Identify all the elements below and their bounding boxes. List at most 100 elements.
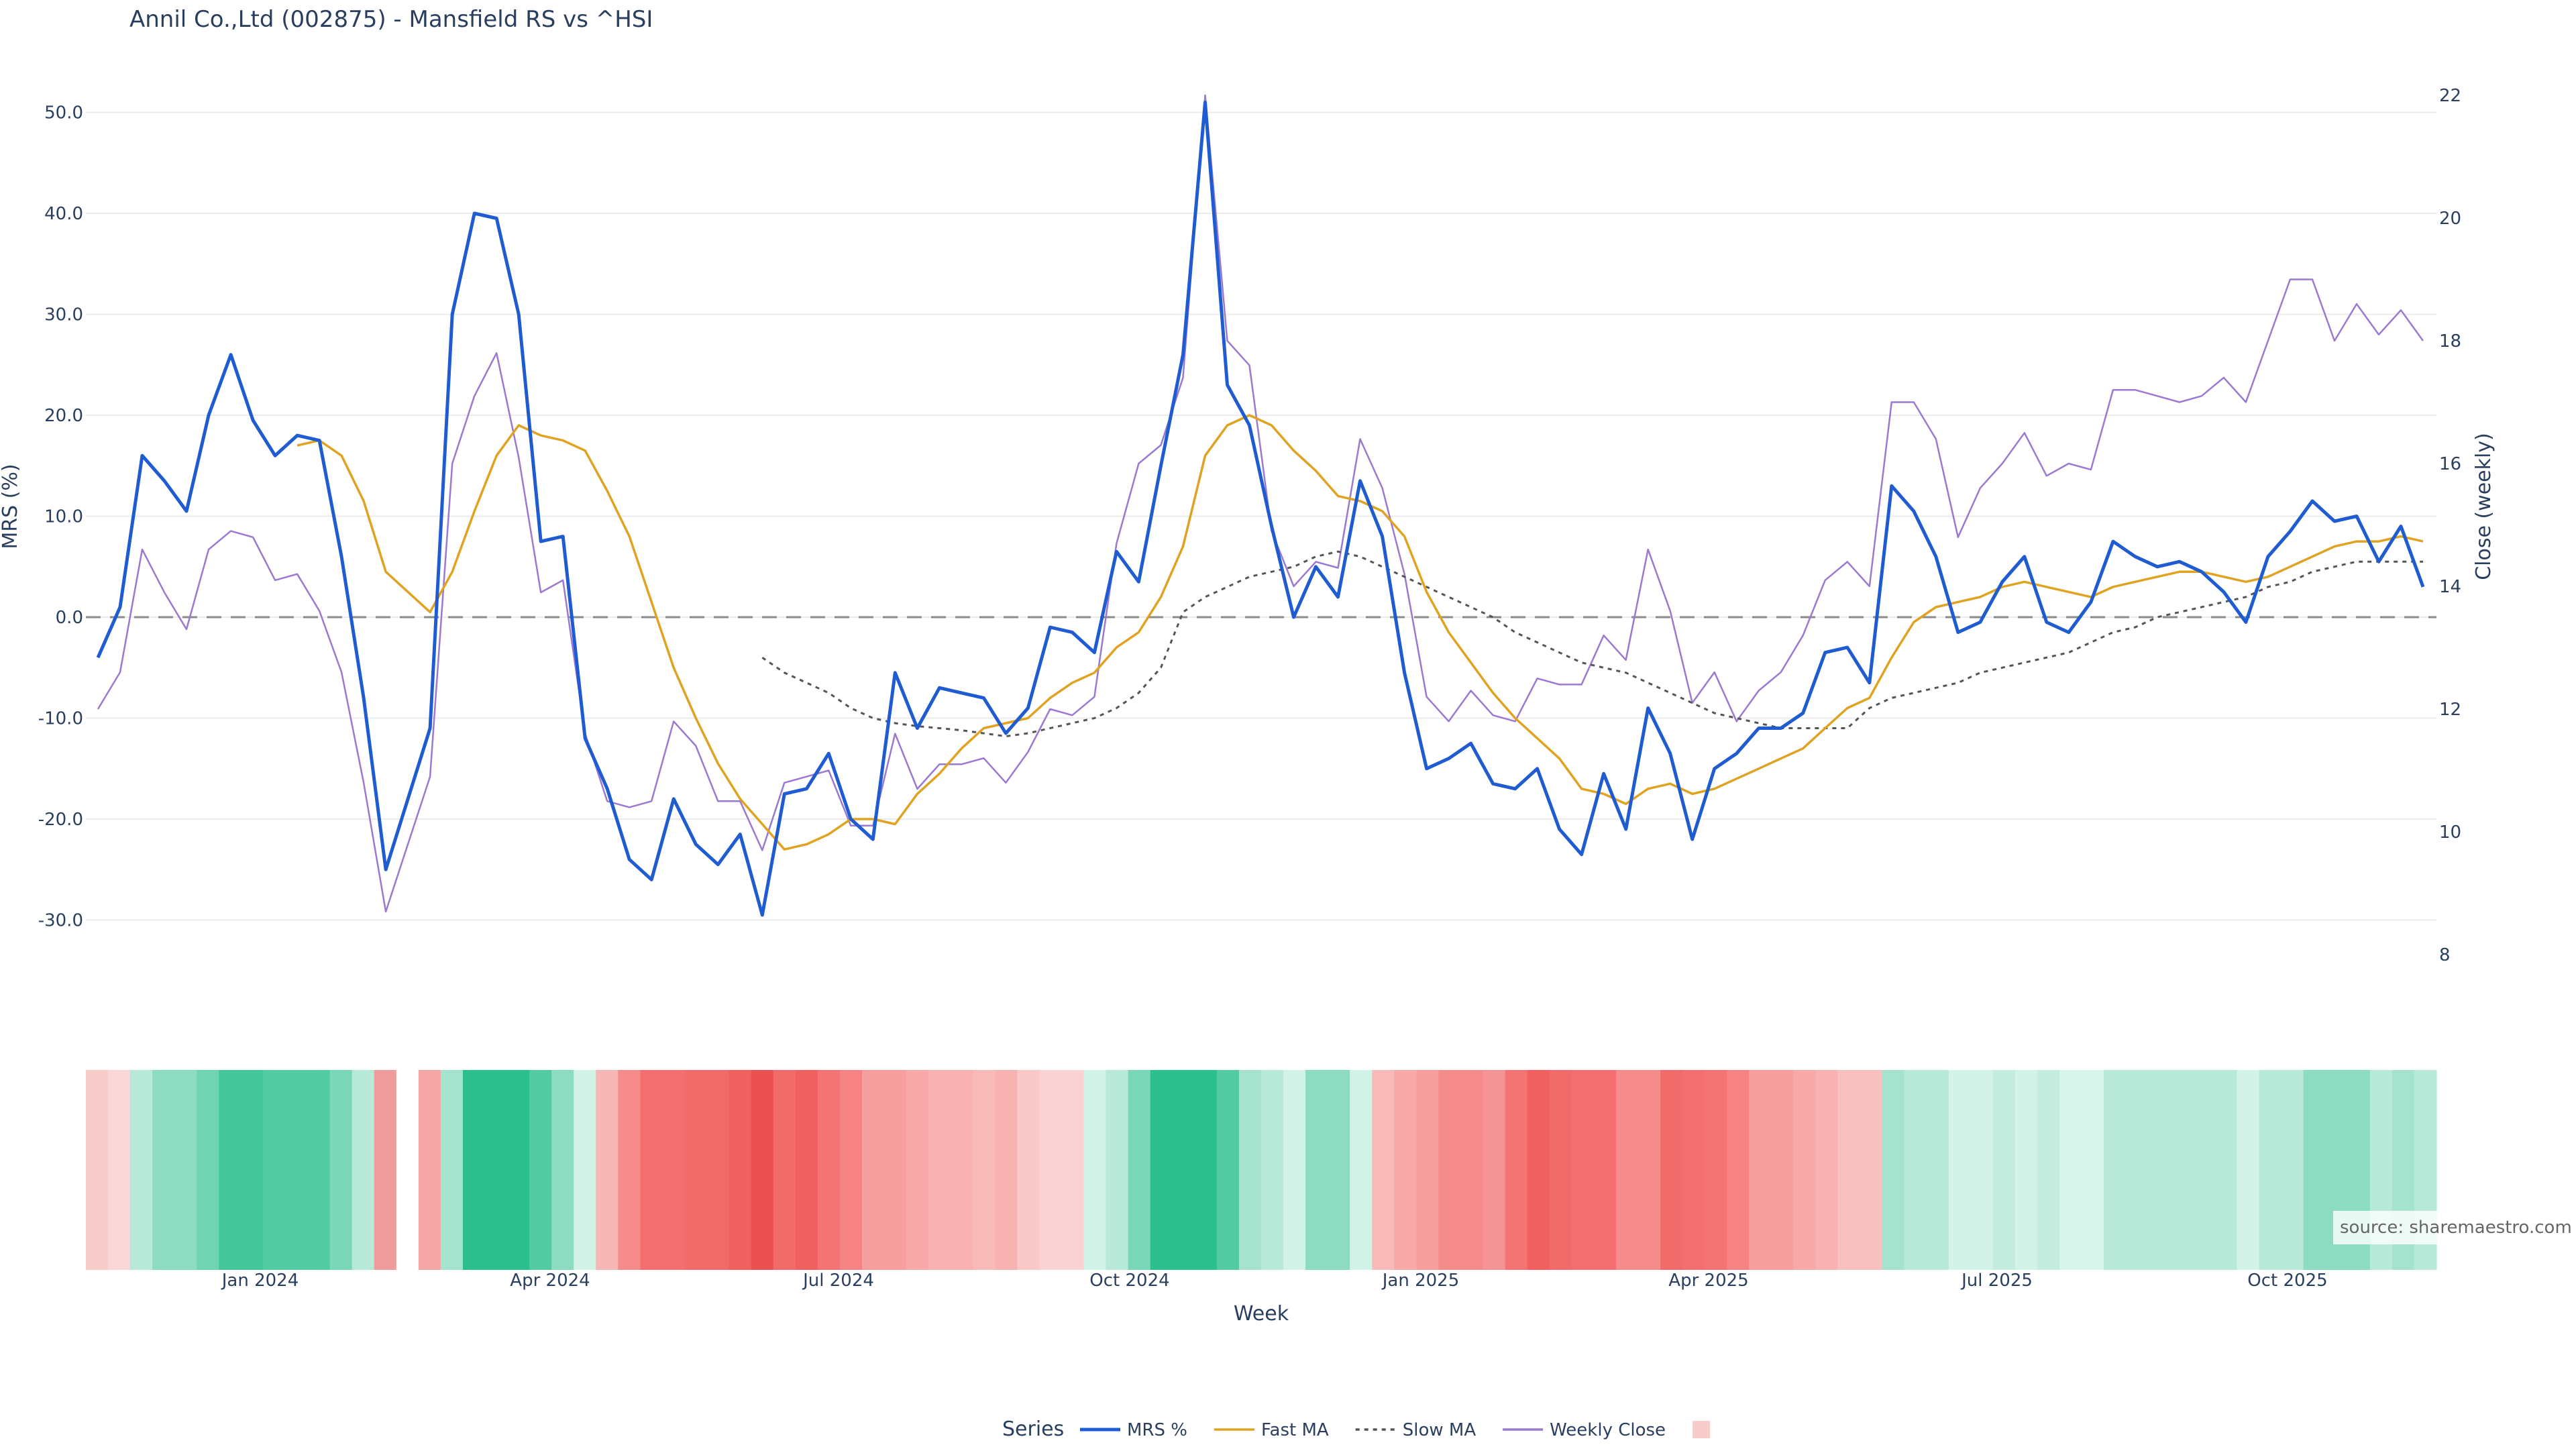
- x-tick-label: Oct 2025: [2247, 1271, 2327, 1291]
- x-tick-label: Jan 2024: [221, 1271, 299, 1291]
- heatmap-cell: [1394, 1070, 1417, 1270]
- heatmap-cell: [1216, 1070, 1240, 1270]
- heatmap-cell: [108, 1070, 131, 1270]
- x-tick-label: Oct 2024: [1089, 1271, 1169, 1291]
- x-axis-ticks: Jan 2024 Apr 2024 Jul 2024 Oct 2024 Jan 2025…: [221, 1271, 2328, 1291]
- heatmap-cell: [1593, 1070, 1617, 1270]
- heatmap-cell: [1882, 1070, 1905, 1270]
- heatmap-cell: [1638, 1070, 1661, 1270]
- left-tick-label: -10.0: [38, 709, 83, 729]
- heatmap-cell: [906, 1070, 929, 1270]
- series-lines: [96, 94, 2425, 917]
- left-tick-label: -30.0: [38, 911, 83, 931]
- right-axis-title: Close (weekly): [2472, 433, 2496, 580]
- heatmap-cell: [1505, 1070, 1528, 1270]
- heatmap-cell: [1017, 1070, 1040, 1270]
- heatmap-cell: [1283, 1070, 1306, 1270]
- left-tick-label: 30.0: [44, 305, 83, 325]
- heatmap-cell: [462, 1070, 486, 1270]
- heatmap-cell: [352, 1070, 375, 1270]
- left-tick-label: 40.0: [44, 204, 83, 224]
- heatmap-cell: [817, 1070, 841, 1270]
- heatmap-cell: [1438, 1070, 1462, 1270]
- legend-label: MRS %: [1127, 1420, 1187, 1440]
- heatmap-cell: [1527, 1070, 1550, 1270]
- source-label: source: sharemaestro.com: [2340, 1218, 2572, 1238]
- heatmap-cell: [2214, 1070, 2238, 1270]
- heatmap-cell: [86, 1070, 109, 1270]
- heatmap-cell: [1948, 1070, 1972, 1270]
- heatmap-cell: [1771, 1070, 1794, 1270]
- heatmap-cell: [1483, 1070, 1506, 1270]
- heatmap-cell: [773, 1070, 796, 1270]
- heatmap-cell: [861, 1070, 885, 1270]
- x-tick-label: Apr 2025: [1668, 1271, 1748, 1291]
- heatmap-cell: [219, 1070, 241, 1270]
- series-line-slow-ma: [761, 550, 2423, 738]
- heatmap-cell: [951, 1070, 973, 1270]
- left-axis-ticks: 50.0 40.0 30.0 20.0 10.0 0.0 -10.0 -20.0 -30.0: [38, 103, 83, 931]
- heatmap-cell: [1350, 1070, 1373, 1270]
- heatmap-cell: [1860, 1070, 1883, 1270]
- heatmap-cell: [2237, 1070, 2260, 1270]
- heatmap-cell: [2059, 1070, 2082, 1270]
- left-tick-label: 20.0: [44, 406, 83, 426]
- heatmap-cell: [440, 1070, 464, 1270]
- heatmap-cell: [241, 1070, 264, 1270]
- legend-label: Weekly Close: [1550, 1420, 1666, 1440]
- heatmap-cell: [2303, 1070, 2326, 1270]
- source-label-bg: [2333, 1211, 2553, 1244]
- heatmap-cell: [1682, 1070, 1705, 1270]
- left-tick-label: 0.0: [56, 608, 83, 628]
- heatmap-cell: [1106, 1070, 1129, 1270]
- heatmap-cell: [1727, 1070, 1750, 1270]
- x-tick-label: Jul 2025: [1960, 1271, 2033, 1291]
- heatmap-cell: [1261, 1070, 1284, 1270]
- heatmap-cell: [1150, 1070, 1173, 1270]
- legend-label: Fast MA: [1261, 1420, 1329, 1440]
- heatmap-cell: [1793, 1070, 1817, 1270]
- heatmap-cell: [1615, 1070, 1639, 1270]
- heatmap-cell: [307, 1070, 331, 1270]
- heatmap-cell: [995, 1070, 1018, 1270]
- heatmap-cell: [2148, 1070, 2171, 1270]
- grid-lines: [86, 111, 2436, 921]
- x-tick-label: Jul 2024: [802, 1271, 874, 1291]
- series-line-mrs: [96, 100, 2425, 917]
- heatmap-cell: [662, 1070, 686, 1270]
- series-line-weekly-close: [97, 94, 2424, 913]
- legend-title: Series: [1002, 1417, 1064, 1441]
- right-tick-label: 20: [2439, 209, 2461, 229]
- heatmap-strip: [86, 1070, 2437, 1270]
- heatmap-cell: [1749, 1070, 1772, 1270]
- heatmap-cell: [1571, 1070, 1595, 1270]
- heatmap-cell: [1837, 1070, 1861, 1270]
- heatmap-cell: [1904, 1070, 1927, 1270]
- heatmap-cell: [507, 1070, 530, 1270]
- heatmap-cell: [1039, 1070, 1063, 1270]
- heatmap-cell: [2170, 1070, 2193, 1270]
- heatmap-cell: [2015, 1070, 2038, 1270]
- heatmap-cell: [2104, 1070, 2127, 1270]
- heatmap-cell: [1328, 1070, 1350, 1270]
- heatmap-cell: [418, 1070, 441, 1270]
- heatmap-cell: [2192, 1070, 2216, 1270]
- heatmap-cell: [684, 1070, 708, 1270]
- heatmap-cell: [1061, 1070, 1085, 1270]
- left-tick-label: 10.0: [44, 507, 83, 527]
- chart-title: Annil Co.,Ltd (002875) - Mansfield RS vs…: [129, 6, 653, 33]
- heatmap-cell: [706, 1070, 730, 1270]
- left-axis-title: MRS (%): [0, 464, 22, 549]
- heatmap-cell: [1372, 1070, 1395, 1270]
- x-tick-label: Apr 2024: [510, 1271, 590, 1291]
- heatmap-cell: [1128, 1070, 1151, 1270]
- heatmap-cell: [1305, 1070, 1328, 1270]
- heatmap-cell: [884, 1070, 907, 1270]
- heatmap-cell: [551, 1070, 574, 1270]
- heatmap-cell: [1926, 1070, 1949, 1270]
- left-tick-label: 50.0: [44, 103, 83, 123]
- heatmap-cell: [795, 1070, 818, 1270]
- heatmap-cell: [152, 1070, 175, 1270]
- heatmap-cell: [640, 1070, 663, 1270]
